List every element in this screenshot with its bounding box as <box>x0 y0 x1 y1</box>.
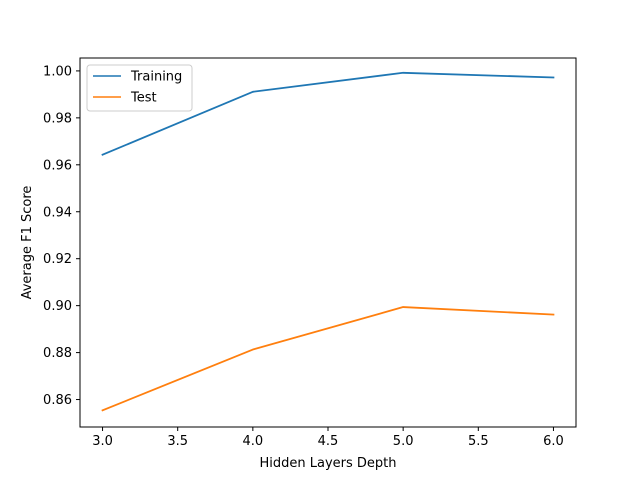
y-tick-label: 0.90 <box>43 299 72 314</box>
series-line-test <box>101 306 555 412</box>
x-axis-label: Hidden Layers Depth <box>259 456 396 471</box>
x-tick-label: 5.5 <box>468 434 489 449</box>
y-axis-label: Average F1 Score <box>20 186 35 300</box>
y-tick-label: 0.94 <box>43 205 72 220</box>
legend-label-training: Training <box>130 70 182 85</box>
y-tick-label: 0.92 <box>43 252 72 267</box>
x-tick-label: 5.0 <box>393 434 414 449</box>
axes-frame <box>79 57 577 428</box>
y-tick-label: 0.88 <box>43 346 72 361</box>
x-tick-label: 4.5 <box>318 434 339 449</box>
plot-area <box>101 71 555 412</box>
legend: Training Test <box>86 64 193 112</box>
y-tick-label: 0.86 <box>43 393 72 408</box>
x-axis-ticks: 3.0 3.5 4.0 4.5 5.0 5.5 6.0 <box>92 427 564 449</box>
x-tick-label: 3.5 <box>167 434 188 449</box>
x-tick-label: 3.0 <box>92 434 113 449</box>
y-tick-label: 0.98 <box>43 111 72 126</box>
x-tick-label: 6.0 <box>543 434 564 449</box>
series-line-training <box>101 71 555 156</box>
y-tick-label: 0.96 <box>43 158 72 173</box>
legend-label-test: Test <box>130 91 157 106</box>
y-tick-label: 1.00 <box>43 64 72 79</box>
y-axis-ticks: 0.86 0.88 0.90 0.92 0.94 0.96 0.98 1.00 <box>43 64 80 408</box>
x-tick-label: 4.0 <box>243 434 264 449</box>
